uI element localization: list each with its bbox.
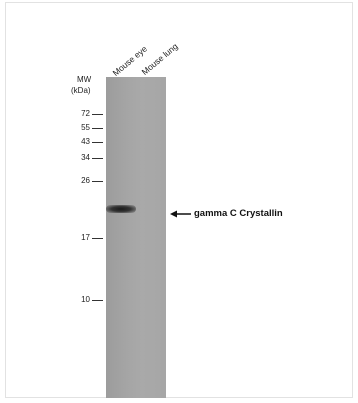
- mw-marker-label: 17: [81, 233, 90, 242]
- mw-marker-label: 55: [81, 123, 90, 132]
- left-arrow-icon: [170, 210, 191, 218]
- mw-marker-tick: [92, 238, 103, 239]
- mw-marker: 34: [68, 153, 104, 163]
- mw-title: MW: [77, 75, 92, 84]
- mw-marker-label: 72: [81, 109, 90, 118]
- mw-marker-label: 34: [81, 153, 90, 162]
- mw-marker-label: 10: [81, 295, 90, 304]
- mw-marker: 43: [68, 137, 104, 147]
- mw-marker-tick: [92, 181, 103, 182]
- mw-marker: 10: [68, 295, 104, 305]
- mw-marker: 55: [68, 123, 104, 133]
- figure-frame: [5, 2, 353, 398]
- western-blot-image: [106, 77, 166, 398]
- mw-marker: 17: [68, 233, 104, 243]
- mw-marker-tick: [92, 142, 103, 143]
- mw-unit: (kDa): [71, 86, 91, 95]
- protein-band: [106, 205, 136, 213]
- mw-marker-tick: [92, 128, 103, 129]
- mw-marker-tick: [92, 300, 103, 301]
- mw-marker-label: 26: [81, 176, 90, 185]
- mw-marker-tick: [92, 114, 103, 115]
- mw-marker: 26: [68, 176, 104, 186]
- mw-marker: 72: [68, 109, 104, 119]
- mw-marker-label: 43: [81, 137, 90, 146]
- band-label: gamma C Crystallin: [194, 208, 283, 219]
- mw-marker-tick: [92, 158, 103, 159]
